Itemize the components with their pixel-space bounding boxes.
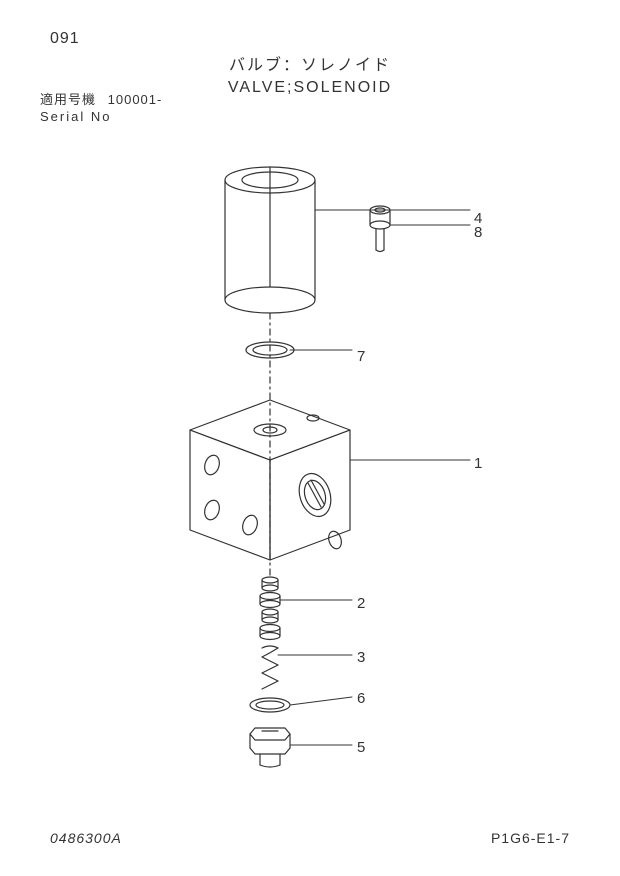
- exploded-diagram: [90, 150, 530, 800]
- serial-label-en: Serial No: [40, 109, 162, 126]
- part-body-block: [190, 400, 350, 560]
- part-spool: [260, 577, 280, 640]
- page-root: 091 バルブ：ソレノイド VALVE;SOLENOID 適用号機 100001…: [0, 0, 620, 876]
- part-solenoid-cylinder: [225, 167, 315, 313]
- part-cap-screw: [370, 206, 390, 252]
- serial-label-jp: 適用号機: [40, 92, 96, 109]
- page-number: 091: [50, 30, 80, 48]
- page-id: P1G6-E1-7: [491, 830, 570, 846]
- part-spring: [262, 646, 278, 689]
- title-jp: バルブ：ソレノイド: [0, 55, 620, 77]
- serial-block: 適用号機 100001- Serial No: [40, 92, 162, 126]
- drawing-number: 0486300A: [50, 830, 122, 846]
- part-plug: [250, 728, 290, 767]
- serial-value: 100001-: [108, 92, 163, 109]
- part-o-ring-lower: [250, 698, 290, 712]
